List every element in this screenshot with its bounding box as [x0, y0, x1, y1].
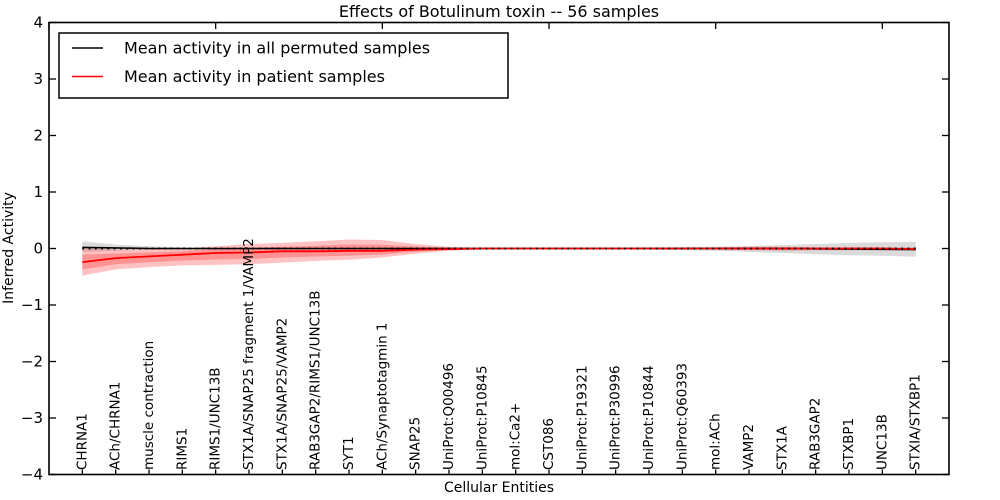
x-tick-label: UniProt:P19321: [574, 365, 590, 470]
y-tick-label: 3: [33, 70, 43, 88]
x-tick-label: SYT1: [341, 436, 357, 470]
x-tick-label: RAB3GAP2/RIMS1/UNC13B: [308, 291, 324, 470]
y-tick-label: −1: [21, 296, 43, 314]
x-tick-label: mol:ACh: [708, 413, 724, 470]
legend-box: [58, 32, 509, 99]
y-tick-label: 4: [33, 14, 43, 32]
y-tick-label: −2: [21, 353, 43, 371]
x-tick-label: muscle contraction: [141, 341, 157, 470]
x-tick-label: SNAP25: [408, 417, 424, 470]
x-tick-label: CST086: [541, 418, 557, 470]
x-tick-label: UNC13B: [874, 414, 890, 470]
legend-label-permuted: Mean activity in all permuted samples: [124, 39, 430, 58]
legend: Mean activity in all permuted samples Me…: [58, 32, 509, 99]
x-tick-label: mol:Ca2+: [508, 403, 524, 470]
x-tick-label: UniProt:P10845: [474, 365, 490, 470]
x-tick-label: VAMP2: [741, 424, 757, 470]
x-tick-label: UniProt:Q60393: [674, 363, 690, 470]
plot-area: −4 −3 −2 −1 0 1 2 3 4 CHRNA1 ACh/CHRNA1 muscle cont…: [21, 14, 950, 484]
y-tick-label: 1: [33, 183, 43, 201]
x-tick-label: UniProt:P10844: [641, 365, 657, 470]
x-tick-label: UniProt:Q00496: [441, 363, 457, 470]
chart-title: Effects of Botulinum toxin -- 56 samples: [339, 2, 659, 21]
x-tick-label: UniProt:P30996: [608, 365, 624, 470]
x-tick-label: RIMS1: [174, 428, 190, 470]
x-tick-label: ACh/Synaptotagmin 1: [374, 322, 390, 470]
y-tick-label: 0: [33, 240, 43, 258]
y-axis-label: Inferred Activity: [1, 192, 17, 304]
x-tick-label: STXIA/STXBP1: [908, 374, 924, 470]
y-tick-label: −3: [21, 409, 43, 427]
x-tick-label: ACh/CHRNA1: [108, 382, 124, 470]
y-tick-label: −4: [21, 466, 43, 484]
x-tick-label: RIMS1/UNC13B: [208, 367, 224, 470]
y-tick-label: 2: [33, 127, 43, 145]
x-tick-label: CHRNA1: [74, 413, 90, 470]
x-tick-label: STX1A: [774, 425, 790, 470]
x-axis-label: Cellular Entities: [444, 480, 554, 496]
x-tick-label: STXBP1: [841, 418, 857, 470]
legend-label-patient: Mean activity in patient samples: [124, 67, 385, 86]
x-tick-label: RAB3GAP2: [808, 398, 824, 470]
x-tick-label: STX1A/SNAP25/VAMP2: [274, 318, 290, 470]
x-tick-label: STX1A/SNAP25 fragment 1/VAMP2: [241, 238, 257, 470]
